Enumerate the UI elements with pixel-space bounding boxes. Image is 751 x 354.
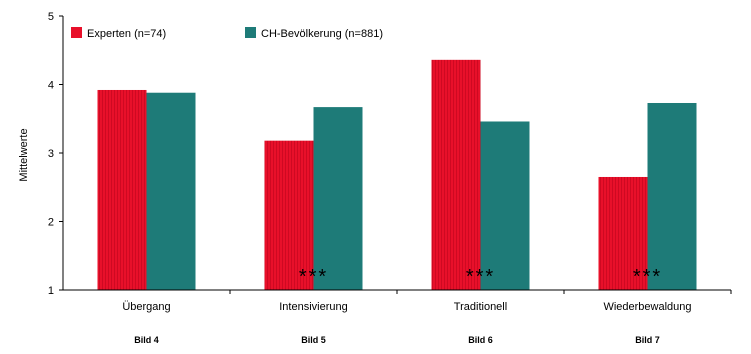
legend-label-bevoelkerung: CH-Bevölkerung (n=881) xyxy=(261,28,383,40)
bar-bevoelkerung-3 xyxy=(480,121,530,291)
y-tick-label: 5 xyxy=(48,11,54,23)
significance-marker: *** xyxy=(466,266,495,288)
y-tick-label: 3 xyxy=(48,148,54,160)
legend-label-experten: Experten (n=74) xyxy=(87,28,166,40)
y-tick-label: 1 xyxy=(48,285,54,297)
x-tick-label: Intensivierung xyxy=(279,301,348,313)
bars xyxy=(97,59,697,291)
bar-experten-1 xyxy=(97,89,147,290)
x-tick-label: Wiederbewaldung xyxy=(603,301,691,313)
significance-marker: *** xyxy=(633,266,662,288)
y-axis-ticks: 1 2 3 4 5 xyxy=(48,11,63,297)
image-sublabel: Bild 7 xyxy=(635,335,660,345)
legend-swatch-experten xyxy=(71,27,82,38)
legend-swatch-bevoelkerung xyxy=(245,27,256,38)
image-sublabel: Bild 4 xyxy=(134,335,159,345)
bar-bevoelkerung-4 xyxy=(647,102,697,291)
y-axis-label: Mittelwerte xyxy=(18,128,30,181)
bar-bevoelkerung-2 xyxy=(313,107,363,290)
bar-experten-4 xyxy=(598,176,648,290)
y-tick-label: 2 xyxy=(48,217,54,229)
bar-experten-2 xyxy=(264,140,314,290)
image-sublabels: Bild 4 Bild 5 Bild 6 Bild 7 xyxy=(134,335,660,345)
legend: Experten (n=74) CH-Bevölkerung (n=881) xyxy=(71,27,383,40)
significance-markers: *** *** *** xyxy=(299,266,662,288)
x-tick-label: Traditionell xyxy=(454,301,507,313)
x-tick-label: Übergang xyxy=(122,301,170,313)
significance-marker: *** xyxy=(299,266,328,288)
image-sublabel: Bild 6 xyxy=(468,335,493,345)
y-tick-label: 4 xyxy=(48,80,54,92)
bar-bevoelkerung-1 xyxy=(146,92,196,290)
bar-experten-3 xyxy=(431,59,481,291)
image-sublabel: Bild 5 xyxy=(301,335,326,345)
x-axis-labels: Übergang Intensivierung Traditionell Wieder… xyxy=(122,290,732,313)
